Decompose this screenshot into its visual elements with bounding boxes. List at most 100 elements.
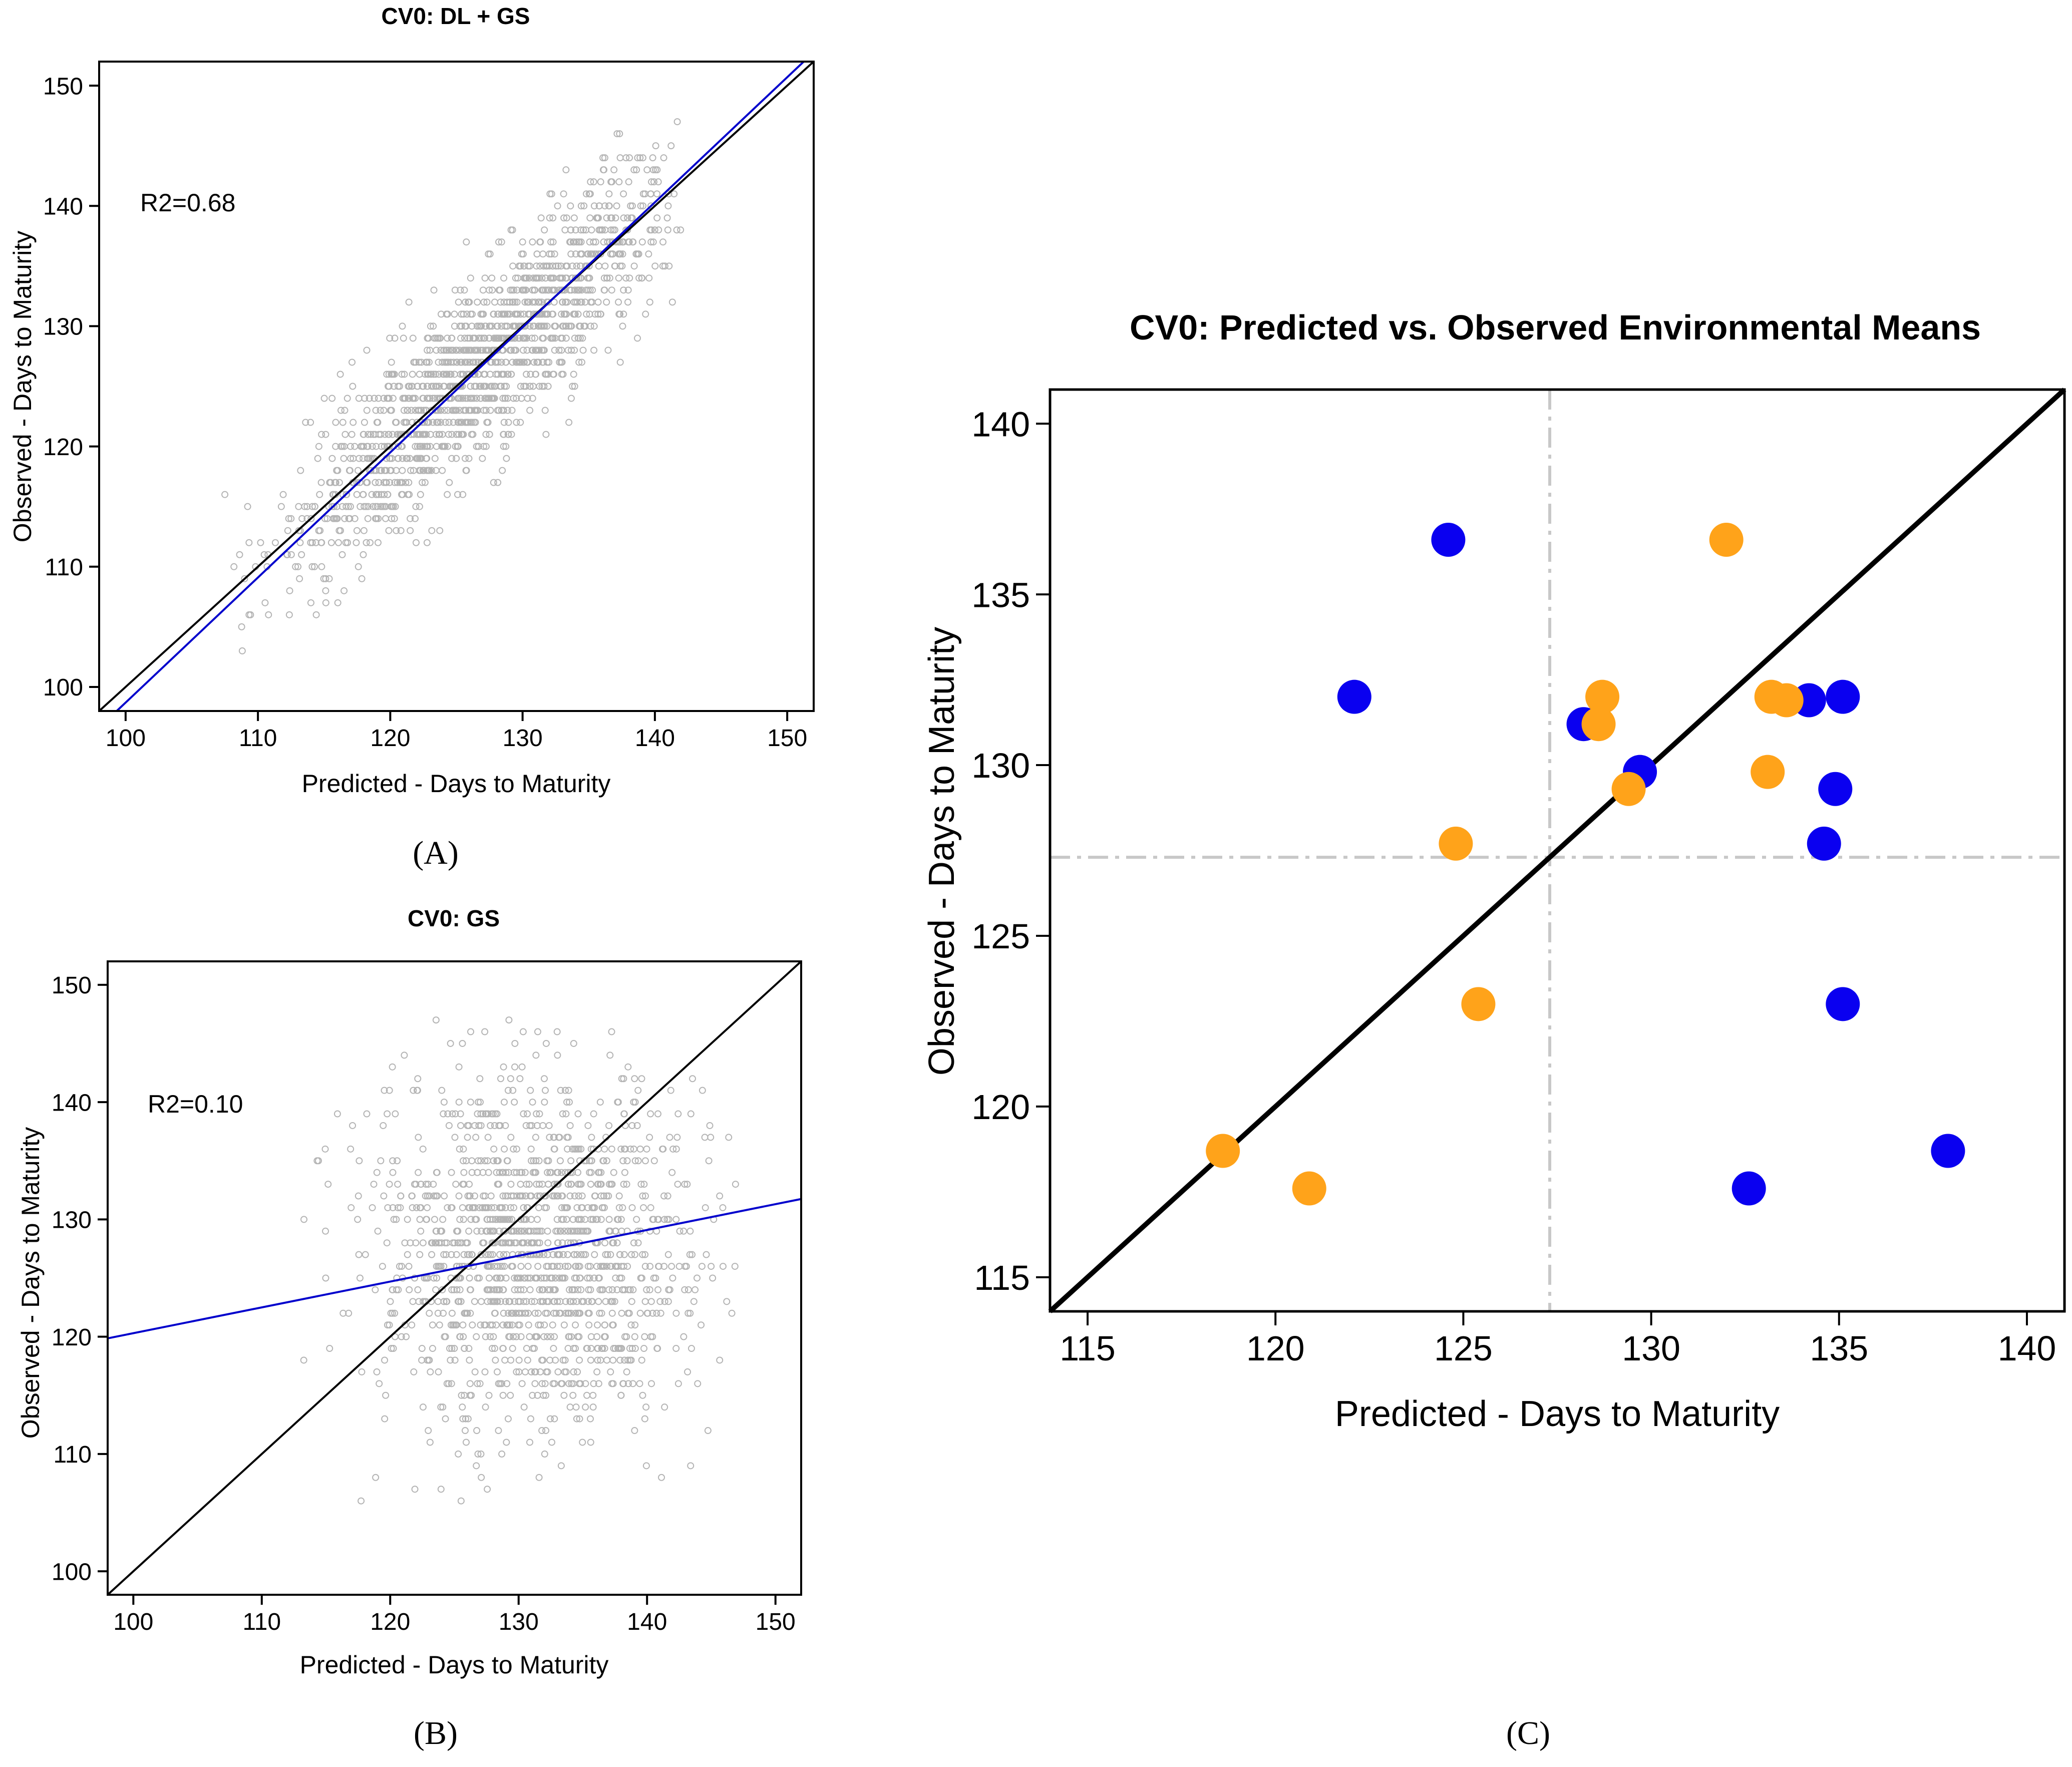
panel-b-point bbox=[600, 1204, 608, 1211]
panel-b-point bbox=[435, 1239, 443, 1247]
panel-b-point bbox=[642, 1462, 650, 1470]
panel-a-point bbox=[399, 467, 406, 474]
panel-a-point bbox=[406, 455, 414, 462]
panel-b-point bbox=[608, 1145, 615, 1153]
panel-a-point bbox=[365, 431, 372, 438]
panel-a-point bbox=[343, 395, 351, 402]
panel-a-point bbox=[482, 346, 489, 354]
panel-a-point bbox=[411, 359, 418, 366]
panel-b-r2-annotation: R2=0.10 bbox=[148, 1090, 243, 1118]
panel-a-point bbox=[498, 238, 505, 246]
panel-a-point bbox=[606, 274, 613, 282]
panel-a-point bbox=[520, 310, 528, 318]
panel-b-point bbox=[513, 1192, 521, 1200]
panel-a-point bbox=[307, 419, 314, 426]
panel-a-point bbox=[333, 515, 341, 522]
panel-a-point bbox=[399, 491, 406, 498]
panel-a-point bbox=[601, 226, 609, 234]
panel-b-point bbox=[642, 1403, 650, 1411]
panel-b-regression-line bbox=[107, 1198, 802, 1339]
panel-b-point bbox=[449, 1321, 457, 1329]
panel-a-point bbox=[535, 298, 542, 306]
panel-a-point bbox=[466, 395, 474, 402]
panel-a-point bbox=[334, 599, 341, 606]
panel-b-point bbox=[731, 1263, 739, 1270]
panel-a-point bbox=[308, 563, 316, 570]
panel-b-point bbox=[491, 1309, 498, 1317]
panel-a-point bbox=[385, 431, 393, 438]
panel-a-point bbox=[454, 491, 462, 498]
panel-a-point bbox=[367, 431, 375, 438]
panel-a-y-axis-label: Observed - Days to Maturity bbox=[9, 231, 37, 542]
panel-b-point bbox=[674, 1110, 682, 1118]
panel-b-point bbox=[497, 1075, 504, 1083]
panel-a-point bbox=[417, 491, 424, 498]
panel-a-point bbox=[495, 238, 503, 246]
panel-b-point bbox=[647, 1110, 654, 1118]
panel-b-point bbox=[460, 1169, 468, 1176]
panel-b-point bbox=[497, 1216, 505, 1223]
panel-b-point bbox=[590, 1274, 598, 1282]
panel-a-point bbox=[620, 190, 627, 198]
panel-a-point bbox=[394, 431, 401, 438]
panel-a-point bbox=[522, 286, 529, 294]
panel-c-y-tick-label: 130 bbox=[971, 746, 1030, 785]
panel-b-point bbox=[518, 1227, 525, 1235]
panel-a-point bbox=[500, 274, 508, 282]
panel-a-point bbox=[421, 479, 429, 486]
panel-b-x-tick-label: 130 bbox=[499, 1609, 539, 1635]
panel-b-point bbox=[507, 1391, 514, 1399]
panel-a-point bbox=[571, 310, 579, 318]
panel-a-point bbox=[633, 166, 640, 174]
panel-a-point bbox=[618, 262, 626, 270]
panel-a-point bbox=[597, 178, 604, 186]
panel-a-point bbox=[467, 383, 474, 390]
panel-a-point bbox=[285, 515, 292, 522]
panel-a-point bbox=[642, 310, 649, 318]
panel-a-point bbox=[569, 383, 576, 390]
panel-a-point bbox=[529, 395, 536, 402]
panel-b-point bbox=[459, 1415, 467, 1423]
panel-a-point bbox=[480, 334, 487, 342]
panel-a-point bbox=[373, 443, 380, 450]
panel-b-y-tick-label: 100 bbox=[52, 1559, 92, 1585]
panel-b-point bbox=[526, 1439, 533, 1446]
panel-b-point bbox=[433, 1274, 441, 1282]
panel-b-point bbox=[540, 1391, 547, 1399]
panel-c-point-orange bbox=[1581, 707, 1616, 742]
panel-b-point bbox=[673, 1134, 681, 1141]
panel-b-point bbox=[578, 1192, 586, 1200]
panel-b-point bbox=[524, 1274, 532, 1282]
panel-b-point bbox=[725, 1134, 733, 1141]
panel-b-point bbox=[572, 1403, 580, 1411]
panel-b-point bbox=[674, 1181, 681, 1188]
panel-a-point bbox=[571, 286, 578, 294]
panel-a-point bbox=[482, 443, 490, 450]
panel-a-point bbox=[513, 310, 520, 318]
panel-a-point bbox=[367, 455, 374, 462]
panel-b-point bbox=[487, 1263, 495, 1270]
panel-b-point bbox=[571, 1192, 578, 1200]
panel-b-point bbox=[383, 1239, 391, 1247]
panel-b-point bbox=[394, 1157, 401, 1165]
panel-b-point bbox=[634, 1157, 642, 1165]
panel-c-point-orange bbox=[1611, 772, 1646, 806]
panel-b-point bbox=[628, 1298, 635, 1305]
panel-a-point bbox=[575, 238, 582, 246]
panel-a-point bbox=[338, 551, 346, 558]
panel-b-point bbox=[482, 1251, 489, 1258]
panel-b-point bbox=[429, 1321, 436, 1329]
panel-a-point bbox=[533, 262, 540, 270]
panel-a-point bbox=[591, 310, 599, 318]
panel-a-point bbox=[422, 359, 430, 366]
panel-a-point bbox=[467, 346, 475, 354]
panel-a-point bbox=[558, 286, 565, 294]
panel-a-point bbox=[454, 443, 462, 450]
panel-b-point bbox=[485, 1274, 493, 1282]
panel-b-point bbox=[468, 1157, 476, 1165]
panel-a-point bbox=[407, 527, 414, 534]
panel-a-point bbox=[433, 443, 440, 450]
panel-a-point bbox=[417, 467, 424, 474]
panel-b-point bbox=[520, 1403, 528, 1411]
panel-b-point bbox=[591, 1192, 598, 1200]
